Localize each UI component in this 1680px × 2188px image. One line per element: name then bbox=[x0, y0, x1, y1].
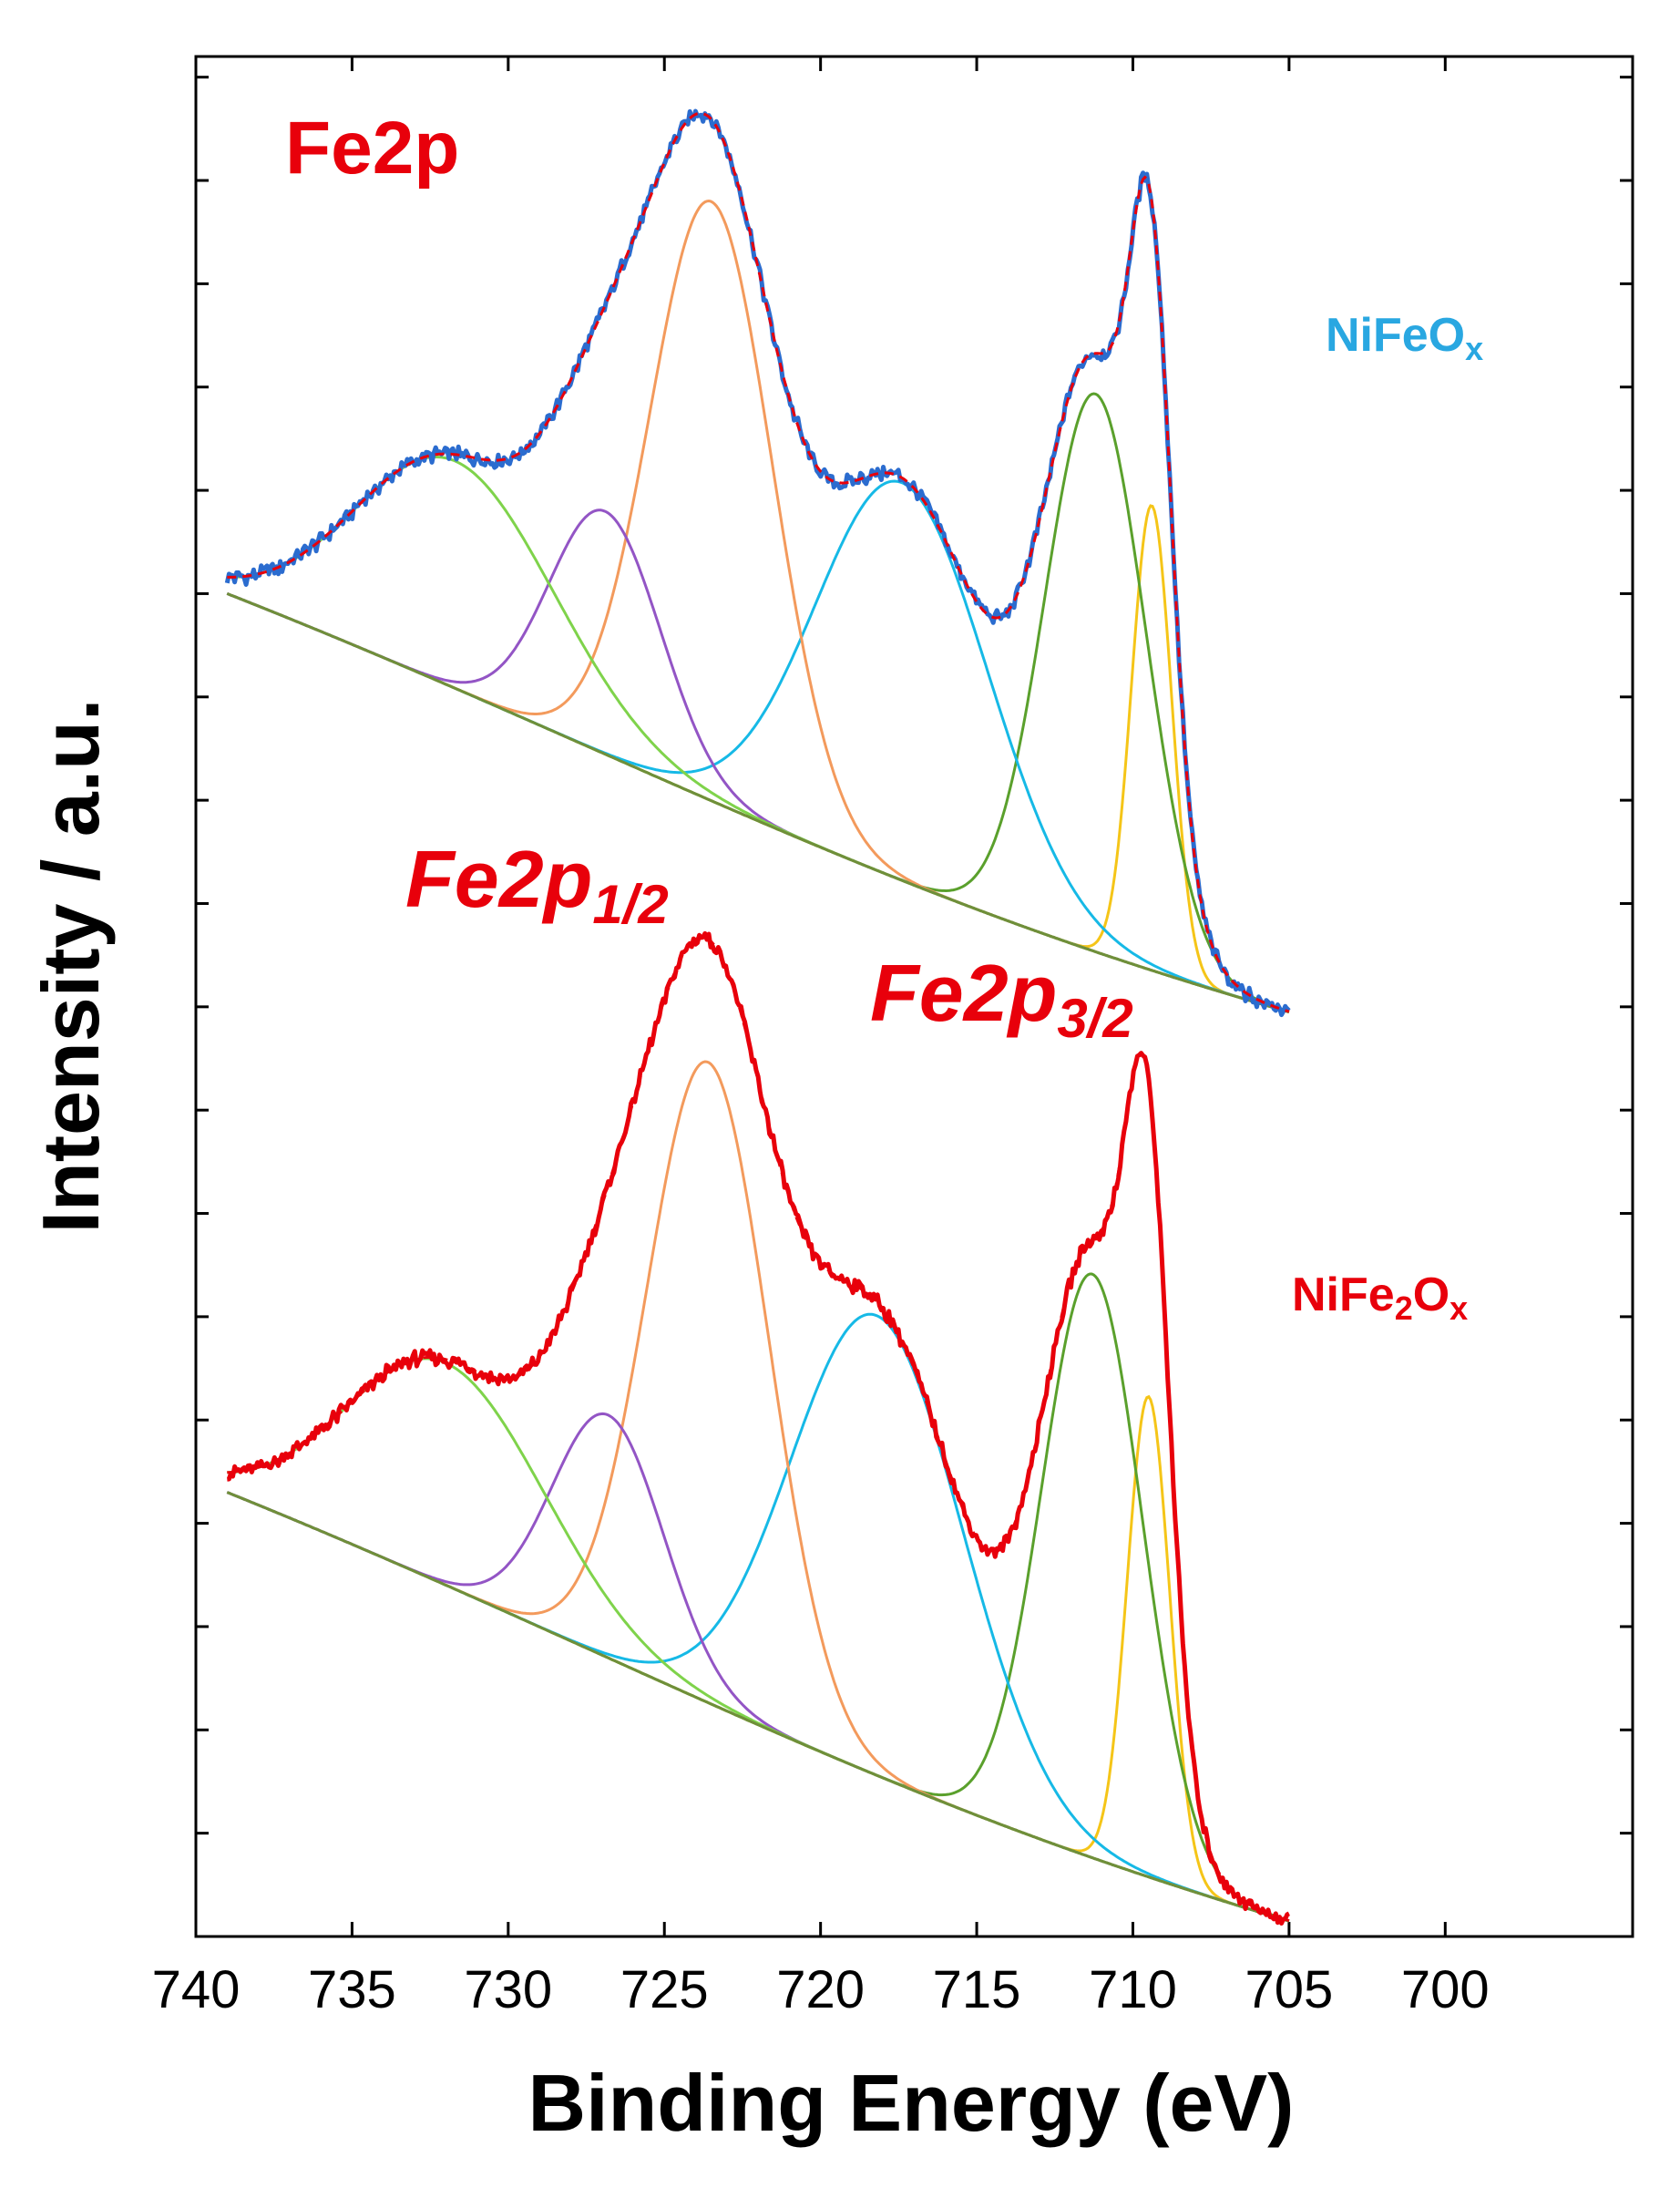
x-tick-label: 710 bbox=[1089, 1960, 1177, 2019]
x-axis-tick-labels: 740 735 730 725 720 715 710 705 700 bbox=[152, 1960, 1490, 2019]
component-peak-709.5 bbox=[226, 1394, 1290, 1923]
y-axis-title: Intensity / a.u. bbox=[26, 699, 116, 1234]
spectra-curves bbox=[224, 108, 1291, 1926]
component-peak-726.8 bbox=[226, 1412, 1290, 1923]
x-tick-label: 730 bbox=[464, 1960, 552, 2019]
x-tick-label: 725 bbox=[620, 1960, 709, 2019]
component-peak-732.0 bbox=[227, 1357, 1290, 1923]
x-tick-label: 700 bbox=[1401, 1960, 1490, 2019]
x-tick-label: 715 bbox=[933, 1960, 1021, 2019]
baseline bbox=[226, 591, 1290, 1013]
x-tick-label: 720 bbox=[776, 1960, 865, 2019]
component-peak-709.4 bbox=[226, 504, 1290, 1013]
fe2p-half-main: Fe2p bbox=[405, 834, 592, 924]
x-axis-ticks bbox=[194, 56, 1447, 1936]
x-tick-label: 735 bbox=[308, 1960, 396, 2019]
nife2ox-label: NiFe2Ox bbox=[1292, 1269, 1468, 1327]
chart-title: Fe2p bbox=[285, 107, 459, 190]
fe2p-threehalf-main: Fe2p bbox=[870, 948, 1057, 1038]
baseline bbox=[226, 1491, 1290, 1923]
nifeox-label: NiFeOx bbox=[1326, 309, 1483, 367]
fe2p-threehalf-annotation: Fe2p3/2 bbox=[870, 948, 1133, 1049]
y-axis-ticks bbox=[196, 76, 1633, 1835]
nife2ox-label-sub: x bbox=[1450, 1289, 1468, 1327]
component-peak-718.2 bbox=[226, 1312, 1290, 1923]
fit-envelope bbox=[227, 111, 1290, 1013]
fe2p-half-sub: 1/2 bbox=[592, 874, 668, 935]
component-peak-717.4 bbox=[226, 479, 1290, 1013]
fit-envelope bbox=[227, 935, 1290, 1923]
component-peak-731.7 bbox=[227, 455, 1290, 1013]
component-peak-723.5 bbox=[226, 199, 1290, 1013]
spectrum-NiFe2Ox bbox=[226, 930, 1290, 1926]
nife2ox-label-mid: 2 bbox=[1395, 1289, 1413, 1327]
nife2ox-label-main: NiFe bbox=[1292, 1269, 1395, 1321]
experimental-data bbox=[224, 108, 1291, 1018]
x-tick-label: 705 bbox=[1245, 1960, 1334, 2019]
experimental-data bbox=[226, 930, 1290, 1926]
nifeox-label-main: NiFeO bbox=[1326, 309, 1465, 362]
component-peak-726.9 bbox=[226, 508, 1290, 1013]
component-peak-723.6 bbox=[226, 1060, 1290, 1923]
spectrum-NiFeOx bbox=[224, 108, 1291, 1018]
x-axis-title: Binding Energy (eV) bbox=[528, 2058, 1295, 2148]
nife2ox-label-tail: O bbox=[1413, 1269, 1450, 1321]
fe2p-half-annotation: Fe2p1/2 bbox=[405, 834, 669, 935]
fe2p-threehalf-sub: 3/2 bbox=[1057, 988, 1132, 1049]
plot-frame bbox=[194, 55, 1634, 1938]
nifeox-label-sub: x bbox=[1465, 330, 1483, 367]
x-tick-label: 740 bbox=[152, 1960, 241, 2019]
